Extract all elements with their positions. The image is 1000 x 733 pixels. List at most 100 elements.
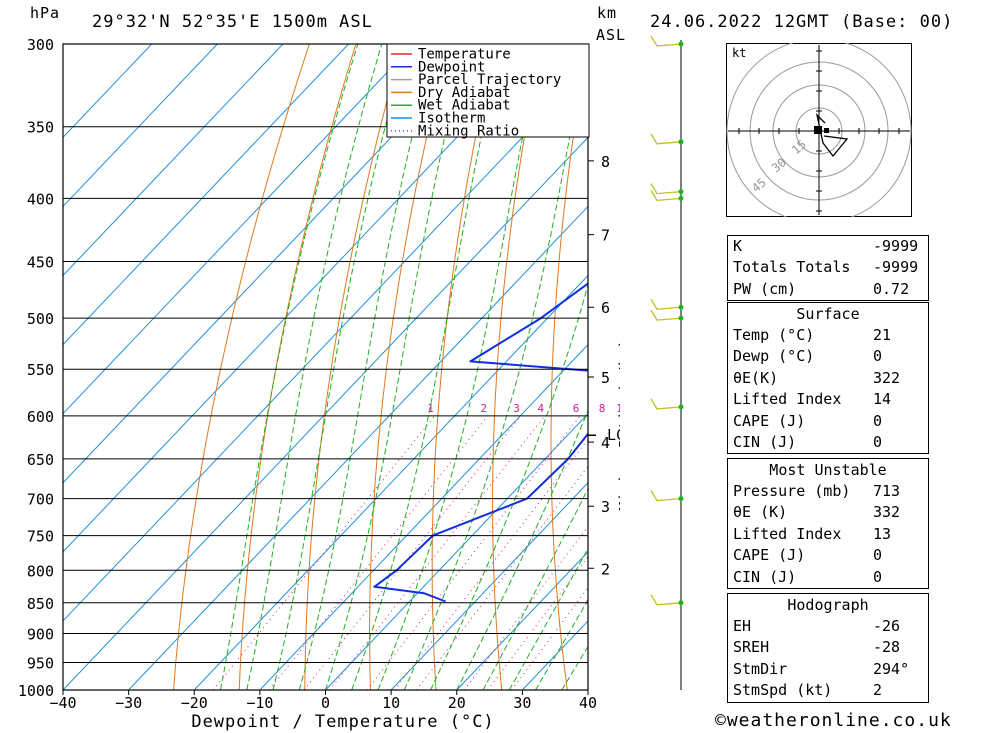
mixing-ratio-label: 10 <box>616 402 620 415</box>
pressure-tick-label: 750 <box>27 528 54 546</box>
mixing-ratio-label: 2 <box>480 402 487 415</box>
km-tick-label: 3 <box>601 498 610 516</box>
hodograph-trace <box>815 112 849 158</box>
hodograph-index-label: StmDir <box>733 659 788 678</box>
km-tick-label: 2 <box>601 560 610 578</box>
isotherm-line <box>63 44 218 208</box>
pressure-tick-label: 350 <box>27 119 54 137</box>
km-tick-label: 8 <box>601 153 610 171</box>
mixing-ratio-line <box>268 415 489 690</box>
mixing-ratio-label: 4 <box>537 402 544 415</box>
most-unstable-index-label: Pressure (mb) <box>733 482 851 500</box>
surface-index-label: CIN (J) <box>733 432 797 451</box>
surface-index-value: 0 <box>873 432 883 451</box>
wind-barb <box>650 398 684 410</box>
surface-index-value: 0 <box>873 347 883 366</box>
pressure-tick-label: 500 <box>27 310 54 328</box>
legend-label: Dewpoint <box>418 59 485 75</box>
mixing-ratio-line <box>329 415 546 690</box>
dry-adiabat-line <box>173 44 310 690</box>
wet-adiabat-line <box>220 44 359 690</box>
most-unstable-table: Most Unstable Pressure (mb) 713 θE (K) 332 L… <box>727 458 929 589</box>
mixing-ratio-label: 3 <box>513 402 520 415</box>
pressure-tick-label: 800 <box>27 562 54 580</box>
isotherm-line <box>63 44 415 415</box>
surface-index-label: CAPE (J) <box>733 411 806 430</box>
hodograph-index-value: -26 <box>873 617 901 635</box>
surface-index-label: Lifted Index <box>733 390 842 409</box>
legend-label: Isotherm <box>418 111 485 127</box>
isotherm-line <box>63 44 546 553</box>
general-index-label: K <box>733 237 743 255</box>
x-tick-label: 0 <box>321 694 330 712</box>
hodograph-ring <box>726 43 912 217</box>
pressure-tick-label: 550 <box>27 361 54 379</box>
isotherm-line <box>63 44 284 277</box>
wet-adiabat-line <box>508 547 588 690</box>
general-index-row: K -9999 <box>728 236 928 257</box>
hodograph-index-row: SREH -28 <box>728 637 928 658</box>
x-tick-label: −40 <box>49 694 76 712</box>
surface-table: Surface Temp (°C) 21 Dewp (°C) 0 θE(K) 322 Lif… <box>727 302 929 455</box>
hodograph-index-label: EH <box>733 617 752 635</box>
surface-index-value: 0 <box>873 411 883 430</box>
general-indices-table: K -9999 Totals Totals -9999 PW (cm) 0.72 <box>727 235 929 302</box>
legend-label: Wet Adiabat <box>418 98 511 114</box>
legend-label: Dry Adiabat <box>418 85 511 101</box>
isotherm-line <box>259 343 588 690</box>
wind-barb <box>650 309 684 321</box>
most-unstable-index-row: CAPE (J) 0 <box>728 545 928 566</box>
wind-barb <box>650 133 684 145</box>
x-tick-label: 10 <box>382 694 400 712</box>
dry-adiabat-line <box>431 44 496 690</box>
km-tick-label: 7 <box>601 227 610 245</box>
wind-barb <box>650 594 684 606</box>
pressure-tick-label: 900 <box>27 625 54 643</box>
surface-index-label: Dewp (°C) <box>733 347 815 366</box>
surface-index-row: CIN (J) 0 <box>728 432 928 453</box>
km-tick-label: 4 <box>601 434 610 452</box>
wet-adiabat-line <box>377 44 543 690</box>
surface-index-row: CAPE (J) 0 <box>728 411 928 432</box>
most-unstable-index-row: θE (K) 332 <box>728 502 928 523</box>
wet-adiabat-line <box>325 44 468 690</box>
mixing-ratio-line <box>303 415 522 690</box>
pressure-tick-label: 450 <box>27 254 54 272</box>
wind-barb <box>650 190 684 202</box>
hodograph-index-value: -28 <box>873 638 901 657</box>
most-unstable-index-value: 713 <box>873 482 901 500</box>
skew-t-chart: 12346810162025 3003504004505005506006507… <box>18 36 620 732</box>
surface-index-label: θE(K) <box>733 368 779 387</box>
wet-adiabat-line <box>298 44 436 690</box>
legend-label: Parcel Trajectory <box>418 72 561 88</box>
hodograph-title: Hodograph <box>787 596 869 614</box>
mixing-ratio-line <box>366 415 581 690</box>
most-unstable-index-row: CIN (J) 0 <box>728 567 928 588</box>
wet-adiabat-line <box>482 487 588 690</box>
x-tick-label: −20 <box>181 694 208 712</box>
x-tick-label: 40 <box>579 694 597 712</box>
legend-label: Temperature <box>418 47 511 63</box>
x-axis-title: Dewpoint / Temperature (°C) <box>191 712 494 732</box>
general-index-value: 0.72 <box>873 279 910 298</box>
surface-index-value: 14 <box>873 390 892 409</box>
hodograph-index-value: 294° <box>873 659 910 678</box>
surface-index-label: Temp (°C) <box>733 326 815 344</box>
pressure-tick-label: 300 <box>27 36 54 54</box>
copyright-text: ©weatheronline.co.uk <box>715 710 952 731</box>
wet-adiabat-line <box>351 44 503 690</box>
x-tick-label: 20 <box>448 694 466 712</box>
most-unstable-index-row: Pressure (mb) 713 <box>728 481 928 502</box>
datetime-title: 24.06.2022 12GMT (Base: 00) <box>650 12 954 32</box>
legend-box <box>386 43 590 138</box>
isotherm-line <box>456 551 588 690</box>
general-index-value: -9999 <box>873 237 919 255</box>
km-tick-label: 6 <box>601 299 610 317</box>
mixing-ratio-label: 8 <box>599 402 606 415</box>
surface-index-row: Temp (°C) 21 <box>728 325 928 346</box>
isotherm-line <box>128 205 588 690</box>
surface-index-row: Dewp (°C) 0 <box>728 346 928 367</box>
wind-barb <box>650 298 684 310</box>
isotherm-line <box>390 482 588 690</box>
